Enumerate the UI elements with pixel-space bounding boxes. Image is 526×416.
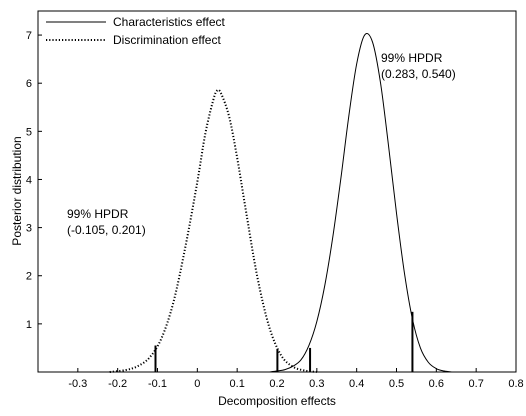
x-tick-label: -0.2 (108, 378, 127, 390)
annotation-line: 99% HPDR (67, 207, 129, 221)
annotation-characteristics-hpdr: 99% HPDR (0.283, 0.540) (381, 51, 456, 81)
y-tick-label: 7 (26, 30, 32, 42)
y-tick-label: 6 (26, 78, 32, 90)
annotation-discrimination-hpdr: 99% HPDR (-0.105, 0.201) (67, 207, 146, 237)
x-tick-label: 0.7 (469, 378, 484, 390)
x-tick-label: 0.8 (508, 378, 523, 390)
x-tick-label: 0.4 (349, 378, 364, 390)
series-layer (109, 33, 453, 373)
x-tick-label: 0.3 (309, 378, 324, 390)
legend-label-characteristics: Characteristics effect (113, 15, 225, 29)
y-axis-title: Posterior distribution (10, 136, 24, 245)
annotation-line: 99% HPDR (381, 51, 443, 65)
series-line-characteristics (268, 33, 453, 373)
y-tick-label: 5 (26, 126, 32, 138)
x-tick-label: 0.6 (429, 378, 444, 390)
x-tick-label: 0.5 (389, 378, 404, 390)
x-axis-title: Decomposition effects (218, 394, 336, 408)
x-tick-label: 0.1 (230, 378, 245, 390)
x-tick-label: -0.1 (148, 378, 167, 390)
annotation-line: (-0.105, 0.201) (67, 223, 146, 237)
plot-area (37, 10, 517, 373)
x-tick-label: 0.2 (269, 378, 284, 390)
x-axis: -0.3 -0.2 -0.1 0 0.1 0.2 0.3 0.4 0.5 0.6 0.7 0.8 (68, 368, 524, 390)
annotation-line: (0.283, 0.540) (381, 67, 456, 81)
y-axis: 1 2 3 4 5 6 7 (26, 30, 42, 331)
x-tick-label: 0 (194, 378, 200, 390)
x-tick-label: -0.3 (68, 378, 87, 390)
hpdr-marks (154, 311, 414, 372)
y-tick-label: 1 (26, 319, 32, 331)
y-tick-label: 2 (26, 271, 32, 283)
legend-label-discrimination: Discrimination effect (113, 33, 221, 47)
series-line-discrimination (109, 88, 317, 373)
y-tick-label: 4 (26, 174, 32, 186)
legend: Characteristics effect Discrimination ef… (46, 15, 225, 47)
y-tick-label: 3 (26, 223, 32, 235)
